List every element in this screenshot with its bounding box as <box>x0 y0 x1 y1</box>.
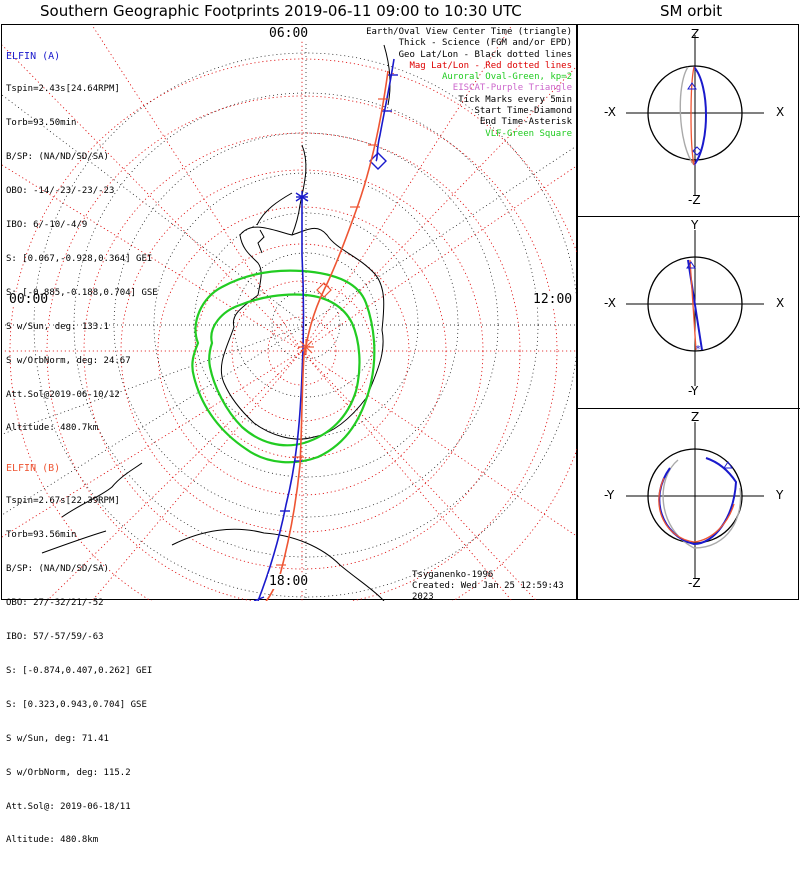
sm-orbit-title: SM orbit <box>660 2 723 20</box>
legend-item: Earth/Oval View Center Time (triangle) <box>366 27 572 37</box>
legend-item: Start Time-Diamond <box>474 106 572 117</box>
elfin-a-track <box>257 58 395 601</box>
orbit3-left-label: -Y <box>604 488 615 502</box>
svg-text:*: * <box>695 344 701 355</box>
footprint-map <box>2 25 578 601</box>
orbit1-right-label: X <box>776 105 785 119</box>
created-timestamp: Created: Wed Jan 25 12:59:43 2023 <box>412 581 564 602</box>
elfin-a-name: ELFIN (A) <box>6 50 61 62</box>
orbit1-left-label: -X <box>604 105 616 119</box>
elfin-b-line: S w/OrbNorm, deg: 115.2 <box>6 767 131 778</box>
elfin-b-line: Altitude: 480.8km <box>6 835 99 846</box>
orbit2-left-label: -X <box>604 296 616 310</box>
elfin-b-track <box>265 70 389 601</box>
elfin-a-line: Tspin=2.43s[24.64RPM] <box>6 84 120 95</box>
orbit-panel-xy: * Y -Y -X X <box>578 216 800 409</box>
orbit2-right-label: X <box>776 296 785 310</box>
time-label-bottom: 18:00 <box>268 574 310 589</box>
elfin-b-line: B/SP: (NA/ND/SD/SA) <box>6 564 109 575</box>
legend-item: Geo Lat/Lon - Black dotted lines <box>398 49 572 60</box>
legend-item: EISCAT-Purple Triangle <box>452 83 572 94</box>
coastlines <box>41 44 391 601</box>
main-title: Southern Geographic Footprints 2019-06-1… <box>40 2 522 20</box>
svg-text:*: * <box>690 158 696 169</box>
credit: Tsyganenko-1996 Created: Wed Jan 25 12:5… <box>412 570 576 603</box>
elfin-a-markers <box>253 74 398 601</box>
legend-item: End Time-Asterisk <box>479 117 572 128</box>
elfin-a-line: OBO: -14/-23/-23/-23 <box>6 186 115 197</box>
geo-lon-grid <box>2 25 578 601</box>
orbit3-right-label: Y <box>776 488 784 502</box>
elfin-a-line: Torb=93.50min <box>6 118 77 129</box>
elfin-b-info: ELFIN (B) Tspin=2.67s[22.39RPM] Torb=93.… <box>6 440 152 869</box>
legend: Earth/Oval View Center Time (triangle) T… <box>366 27 572 140</box>
legend-item: Thick - Science (FGM and/or EPD) <box>398 38 572 49</box>
elfin-a-line: S w/Sun, deg: 133.1 <box>6 321 109 332</box>
elfin-b-line: S w/Sun, deg: 71.41 <box>6 733 109 744</box>
legend-item: Auroral Oval-Green, kp=2 <box>441 72 572 83</box>
elfin-b-line: Att.Sol@: 2019-06-18/11 <box>6 801 131 812</box>
legend-item: VLF-Green Square <box>485 128 572 139</box>
elfin-b-line: Torb=93.56min <box>6 530 77 541</box>
orbit2-bottom-label: -Y <box>688 384 699 398</box>
auroral-ovals <box>191 269 376 464</box>
elfin-a-line: S: [-0.885,-0.188,0.704] GSE <box>6 287 158 298</box>
elfin-a-line: Att.Sol@2019-06-10/12 <box>6 389 120 400</box>
orbit3-bottom-label: -Z <box>688 576 701 590</box>
elfin-a-line: S: [0.067,-0.928,0.364] GEI <box>6 253 153 264</box>
elfin-b-name: ELFIN (B) <box>6 462 61 474</box>
elfin-b-line: IBO: 57/-57/59/-63 <box>6 632 104 643</box>
orbit-panel-xz: * Z -Z -X X <box>578 25 800 217</box>
model-name: Tsyganenko-1996 <box>412 570 494 580</box>
elfin-a-info: ELFIN (A) Tspin=2.43s[24.64RPM] Torb=93.… <box>6 28 158 457</box>
time-label-right: 12:00 <box>532 292 574 307</box>
orbit1-top-label: Z <box>691 27 700 41</box>
orbit2-top-label: Y <box>691 218 699 232</box>
elfin-b-markers <box>276 98 388 566</box>
time-label-left: 00:00 <box>8 292 50 307</box>
elfin-a-line: Altitude: 480.7km <box>6 423 99 434</box>
elfin-b-line: S: [0.323,0.943,0.704] GSE <box>6 699 147 710</box>
elfin-b-line: Tspin=2.67s[22.39RPM] <box>6 496 120 507</box>
sm-orbit-column: * Z -Z -X X * Y -Y -X X <box>577 24 800 601</box>
elfin-a-line: B/SP: (NA/ND/SD/SA) <box>6 152 109 163</box>
elfin-a-line: IBO: 6/-10/-4/9 <box>6 220 88 231</box>
legend-item: Mag Lat/Lon - Red dotted lines <box>409 60 572 71</box>
orbit3-top-label: Z <box>691 410 700 424</box>
elfin-b-line: S: [-0.874,0.407,0.262] GEI <box>6 665 153 676</box>
footprint-map-panel: 06:00 00:00 12:00 18:00 ELFIN (A) Tspin=… <box>1 24 578 845</box>
elfin-a-line: S w/OrbNorm, deg: 24.67 <box>6 355 131 366</box>
legend-item: Tick Marks every 5min <box>458 94 572 105</box>
orbit1-bottom-label: -Z <box>688 193 701 207</box>
time-label-top: 06:00 <box>268 26 310 41</box>
orbit-panel-yz: Z -Z -Y Y <box>578 408 800 601</box>
